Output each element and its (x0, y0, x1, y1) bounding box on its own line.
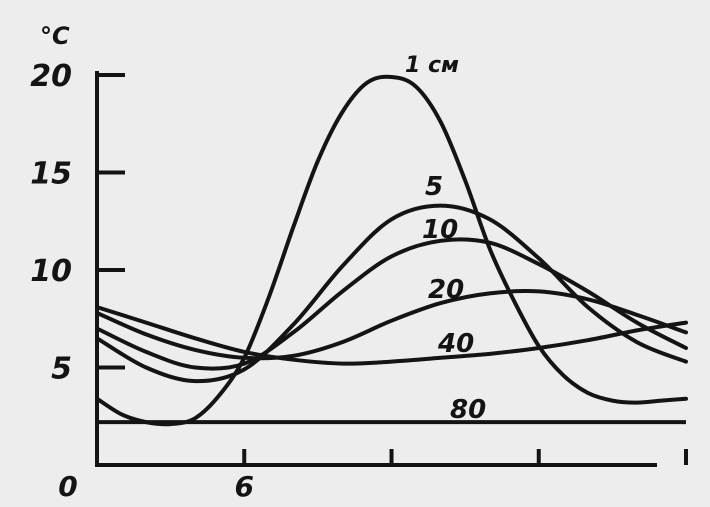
x-tick-label: 6 (235, 470, 254, 502)
axes-layer (95, 71, 688, 467)
series-layer (95, 74, 688, 427)
y-tick-label: 10 (30, 254, 72, 289)
y-tick-label: 20 (30, 59, 72, 94)
series-3-label: 20 (428, 275, 464, 305)
y-tick-label: 5 (51, 352, 72, 387)
series-1-label: 5 (425, 172, 443, 202)
series-4-label: 40 (437, 329, 474, 359)
series-5-label: 80 (450, 395, 486, 425)
series-3-line (95, 289, 688, 361)
series-2-label: 10 (422, 215, 458, 245)
series-2-line (95, 237, 688, 371)
series-4-line (95, 305, 688, 366)
labels-layer: 5 10 15 20 °C 0 6 1 см 5 10 20 40 80 (30, 22, 486, 503)
y-tick-label: 15 (30, 157, 72, 192)
y-axis-unit-label: °C (40, 22, 70, 50)
series-0-label: 1 см (405, 53, 459, 78)
series-1-line (95, 203, 688, 384)
series-0-line (95, 74, 688, 427)
x-tick-label: 0 (58, 470, 77, 502)
